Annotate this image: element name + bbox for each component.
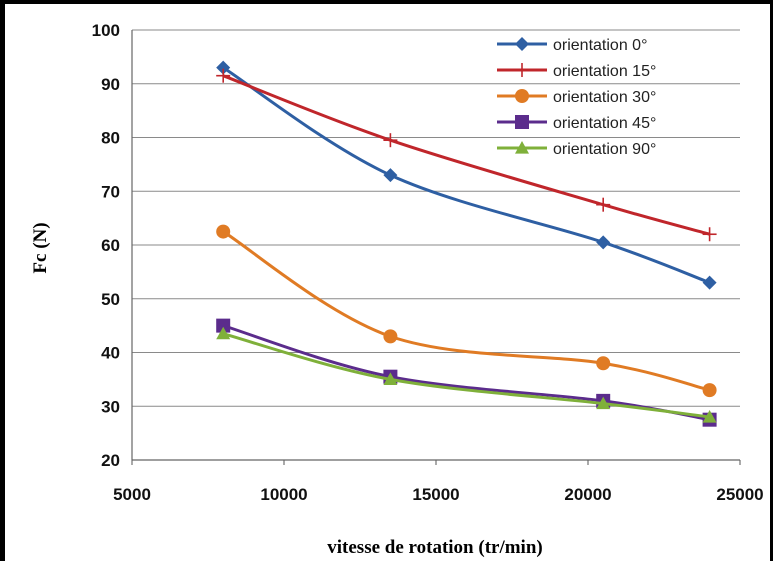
legend-item: orientation 90° [497, 141, 656, 158]
data-point [596, 396, 611, 410]
data-point [383, 372, 398, 385]
legend-label: orientation 90° [553, 141, 656, 158]
series-layer [216, 60, 717, 427]
data-point [702, 227, 717, 242]
data-point [383, 329, 398, 344]
data-point [596, 197, 611, 212]
data-point [216, 68, 231, 83]
x-tick-label: 15000 [412, 485, 459, 504]
axes [131, 30, 740, 461]
data-point [596, 356, 611, 371]
series-line [222, 324, 710, 422]
x-tick-label: 10000 [260, 485, 307, 504]
legend: orientation 0° orientation 15° orientation… [497, 37, 656, 158]
data-point [383, 133, 398, 148]
x-tick-label: 5000 [113, 485, 151, 504]
tick-labels: 20 30 40 50 60 70 80 90 100 5000 10000 15000 20000 25… [92, 21, 764, 504]
legend-item: orientation 15° [497, 63, 656, 80]
series-0 [216, 60, 717, 290]
legend-marker [515, 115, 529, 129]
data-point [216, 60, 231, 75]
series-line [222, 230, 710, 392]
legend-item: orientation 30° [497, 89, 656, 106]
y-tick-label: 30 [101, 397, 120, 416]
series-line [222, 66, 711, 285]
y-tick-label: 70 [101, 182, 120, 201]
data-point [216, 224, 231, 239]
y-axis-title: Fc (N) [30, 222, 51, 273]
legend-marker [515, 89, 529, 103]
data-point [596, 235, 611, 250]
y-tick-label: 20 [101, 451, 120, 470]
data-point [216, 326, 231, 340]
series-2 [216, 224, 717, 398]
x-tick-label: 25000 [716, 485, 763, 504]
x-axis-title: vitesse de rotation (tr/min) [327, 537, 542, 558]
y-tick-label: 50 [101, 290, 120, 309]
series-line [222, 332, 710, 419]
legend-label: orientation 45° [553, 115, 656, 132]
y-tick-label: 60 [101, 236, 120, 255]
data-point [383, 168, 398, 183]
series-1 [216, 68, 717, 242]
y-tick-label: 80 [101, 129, 120, 148]
y-tick-label: 90 [101, 75, 120, 94]
data-point [702, 383, 717, 398]
legend-item: orientation 45° [497, 115, 656, 132]
legend-marker [515, 37, 529, 51]
series-line [222, 74, 711, 236]
data-point [702, 410, 717, 423]
legend-label: orientation 0° [553, 37, 647, 54]
series-4 [216, 326, 717, 423]
data-point [702, 275, 717, 290]
legend-item: orientation 0° [497, 37, 647, 54]
y-tick-label: 100 [92, 21, 120, 40]
legend-marker [515, 63, 529, 77]
data-point [216, 318, 231, 333]
legend-marker [515, 141, 529, 154]
legend-label: orientation 15° [553, 63, 656, 80]
x-tick-label: 20000 [564, 485, 611, 504]
legend-label: orientation 30° [553, 89, 656, 106]
y-tick-label: 40 [101, 344, 120, 363]
